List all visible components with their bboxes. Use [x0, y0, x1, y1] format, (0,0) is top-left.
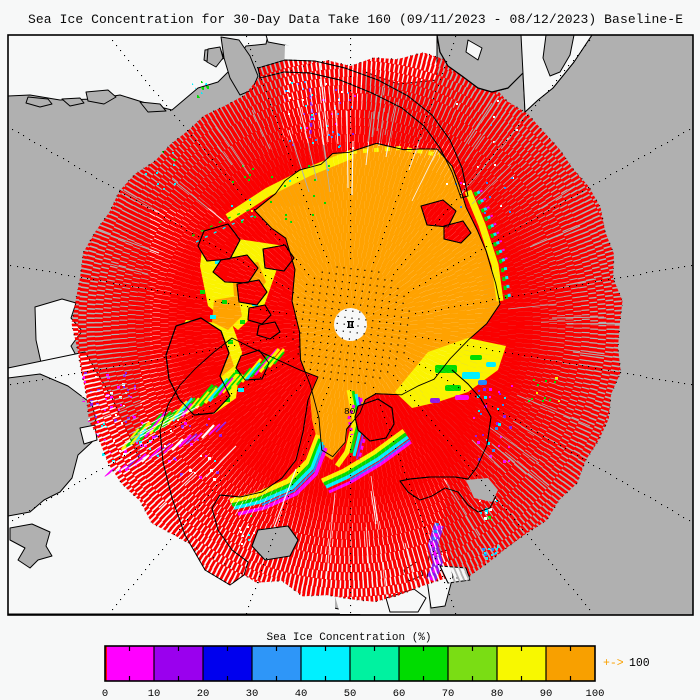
svg-text:30: 30 — [246, 688, 259, 700]
svg-text:50: 50 — [344, 688, 357, 700]
svg-text:80: 80 — [344, 406, 356, 417]
svg-text:70: 70 — [442, 688, 455, 700]
svg-text:10: 10 — [148, 688, 161, 700]
svg-text:40: 40 — [295, 688, 308, 700]
svg-text:20: 20 — [197, 688, 210, 700]
svg-text:+->: +-> — [603, 657, 624, 670]
svg-text:80: 80 — [491, 688, 504, 700]
svg-text:90: 90 — [540, 688, 553, 700]
svg-text:60: 60 — [393, 688, 406, 700]
svg-text:100: 100 — [629, 657, 650, 670]
svg-text:Sea Ice Concentration (%): Sea Ice Concentration (%) — [266, 632, 431, 644]
svg-text:100: 100 — [586, 688, 605, 700]
svg-text:0: 0 — [102, 688, 108, 700]
svg-text:Sea Ice Concentration for 30-D: Sea Ice Concentration for 30-Day Data Ta… — [28, 12, 683, 27]
